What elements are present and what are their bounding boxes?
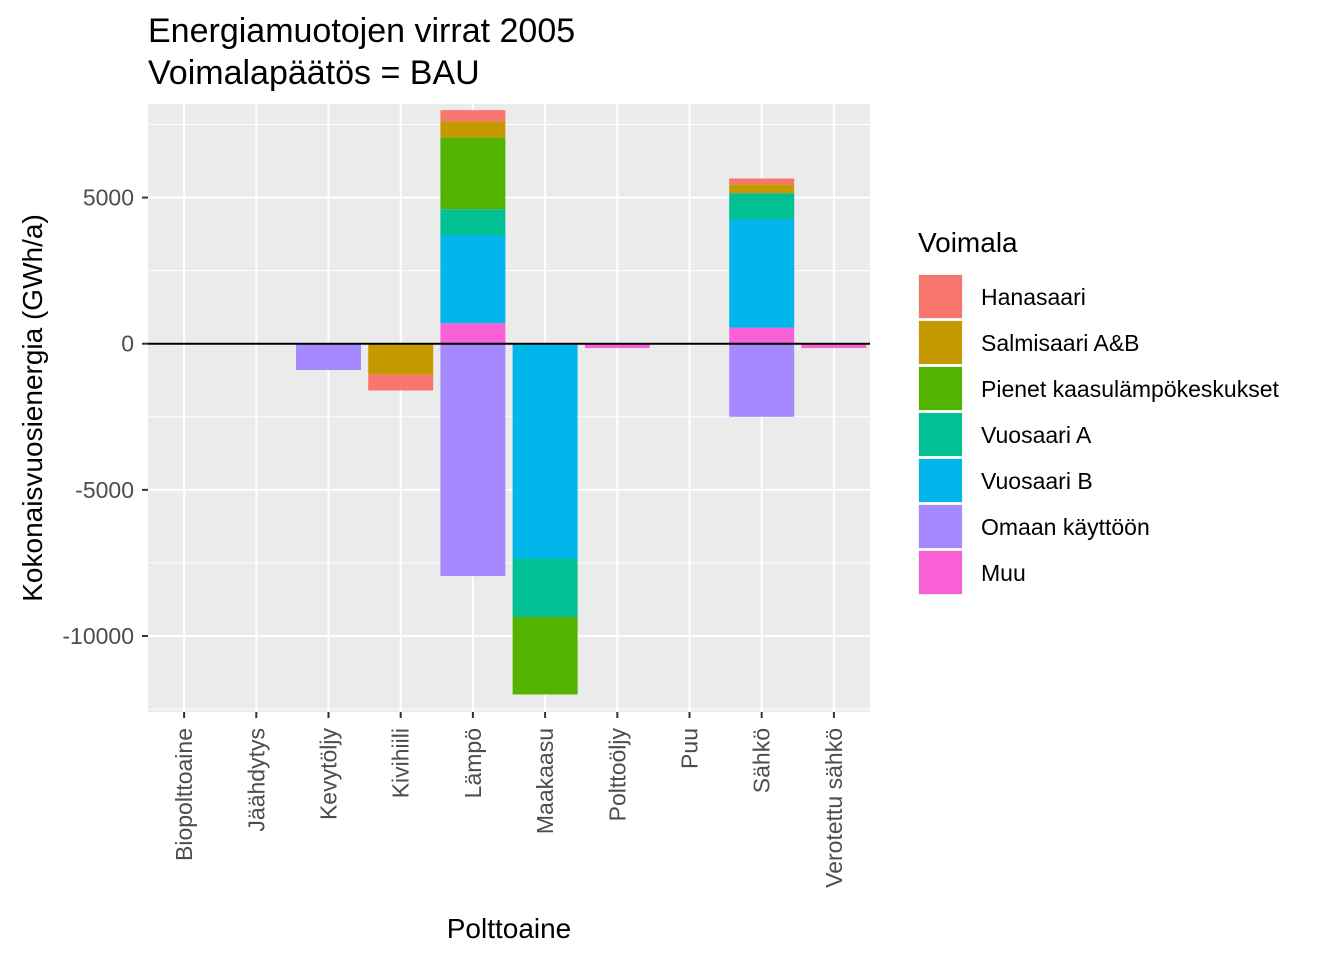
bar-segment — [440, 235, 506, 324]
legend: Voimala Hanasaari Salmisaari A&B Pienet ka… — [918, 227, 1279, 595]
legend-label: Vuosaari A — [981, 422, 1092, 448]
chart-title: Energiamuotojen virrat 2005 — [148, 12, 576, 50]
x-tick-label: Kevytöljy — [316, 728, 342, 821]
x-tick-label: Polttoöljy — [604, 728, 630, 822]
legend-swatch — [919, 367, 962, 410]
bar-segment — [729, 193, 795, 220]
y-axis-title: Kokonaisvuosienergia (GWh/a) — [17, 214, 48, 602]
legend-label: Omaan käyttöön — [981, 514, 1150, 540]
legend-swatch — [919, 275, 962, 318]
bar-segment — [368, 374, 434, 391]
bar-segment — [296, 343, 361, 370]
chart-subtitle: Voimalapäätös = BAU — [148, 54, 480, 92]
legend-label: Hanasaari — [981, 284, 1086, 310]
bar-segment — [440, 209, 506, 236]
x-tick-label: Maakaasu — [532, 728, 558, 834]
legend-swatch — [919, 551, 962, 594]
bar-segment — [729, 343, 795, 417]
x-axis-title: Polttoaine — [447, 913, 572, 944]
bar-segment — [440, 323, 506, 344]
bar-segment — [729, 327, 795, 344]
bar-segment — [729, 184, 795, 194]
bar-segment — [512, 343, 578, 559]
y-tick-label: -5000 — [75, 477, 134, 503]
bar-segment — [512, 558, 578, 617]
y-axis: -10000 -5000 0 5000 — [62, 185, 148, 649]
x-tick-label: Verotettu sähkö — [821, 728, 847, 888]
bar-segment — [440, 137, 506, 210]
bar-segment — [440, 121, 506, 138]
legend-swatch — [919, 321, 962, 364]
bar-segment — [801, 343, 867, 349]
y-tick-label: 0 — [121, 331, 134, 357]
x-tick-label: Jäähdytys — [243, 728, 269, 832]
x-tick-label: Kivihiili — [388, 728, 414, 798]
bar-segment — [512, 617, 578, 695]
bar-segment — [440, 343, 506, 577]
bar-segment — [729, 178, 795, 185]
bar-segment — [584, 343, 650, 349]
bar-segment — [368, 343, 434, 375]
y-tick-label: 5000 — [83, 185, 134, 211]
y-tick-label: -10000 — [62, 623, 134, 649]
x-axis: Biopolttoaine Jäähdytys Kevytöljy Kivihiili… — [171, 712, 847, 888]
bar-segment — [440, 110, 506, 122]
x-tick-label: Puu — [677, 728, 703, 769]
legend-label: Vuosaari B — [981, 468, 1093, 494]
x-tick-label: Biopolttoaine — [171, 728, 197, 861]
legend-swatch — [919, 413, 962, 456]
legend-swatch — [919, 505, 962, 548]
x-tick-label: Sähkö — [749, 728, 775, 793]
legend-label: Pienet kaasulämpökeskukset — [981, 376, 1279, 402]
legend-swatch — [919, 459, 962, 502]
legend-label: Salmisaari A&B — [981, 330, 1140, 356]
bar-segment — [729, 219, 795, 328]
x-tick-label: Lämpö — [460, 728, 486, 798]
bars — [296, 110, 867, 695]
legend-title: Voimala — [918, 227, 1018, 258]
legend-label: Muu — [981, 560, 1026, 586]
